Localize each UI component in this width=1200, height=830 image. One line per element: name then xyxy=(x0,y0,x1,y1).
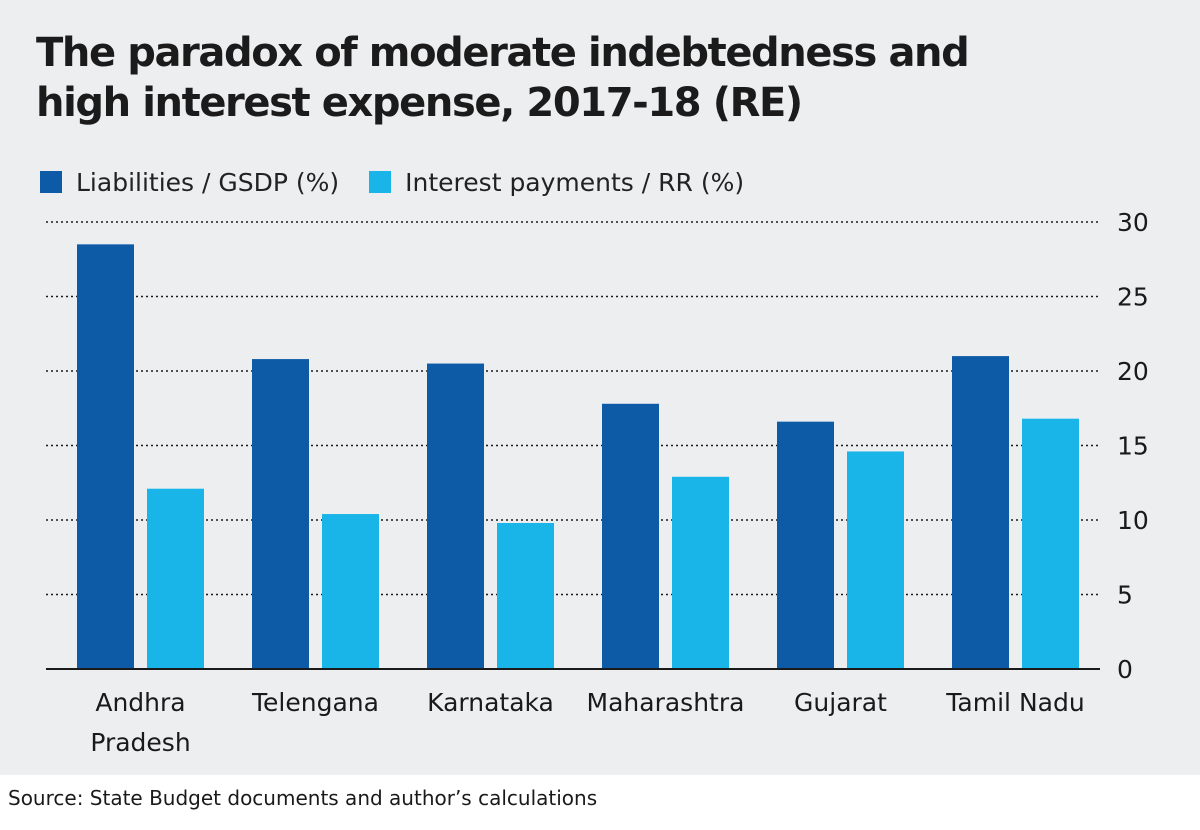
source-note: Source: State Budget documents and autho… xyxy=(8,786,598,810)
bar-interest xyxy=(672,476,729,669)
y-tick-label: 25 xyxy=(1117,283,1149,312)
legend-item-liabilities: Liabilities / GSDP (%) xyxy=(40,168,339,197)
legend-label-interest: Interest payments / RR (%) xyxy=(405,167,745,197)
y-tick-label: 30 xyxy=(1117,208,1149,237)
bar-interest xyxy=(847,451,904,669)
bar-interest xyxy=(147,488,204,669)
bar-liabilities xyxy=(602,403,659,669)
y-tick-label: 20 xyxy=(1117,357,1149,386)
legend: Liabilities / GSDP (%) Interest payments… xyxy=(40,164,774,200)
x-category-label: Gujarat xyxy=(794,688,887,717)
y-tick-label: 15 xyxy=(1117,432,1149,461)
legend-swatch-interest xyxy=(369,171,392,193)
legend-label-liabilities: Liabilities / GSDP (%) xyxy=(76,167,340,197)
title-line-2: high interest expense, 2017-18 (RE) xyxy=(36,80,803,126)
title-line-1: The paradox of moderate indebtedness and xyxy=(36,30,970,76)
legend-item-interest: Interest payments / RR (%) xyxy=(369,168,744,197)
bar-liabilities xyxy=(952,356,1009,669)
bar-interest xyxy=(322,514,379,669)
y-tick-label: 0 xyxy=(1117,655,1133,684)
bar-liabilities xyxy=(252,359,309,669)
bar-interest xyxy=(497,522,554,669)
y-tick-label: 10 xyxy=(1117,506,1149,535)
x-category-label: Karnataka xyxy=(427,688,554,717)
chart-title: The paradox of moderate indebtedness and… xyxy=(36,28,1156,128)
bar-interest xyxy=(1022,418,1079,669)
y-tick-label: 5 xyxy=(1117,581,1133,610)
x-category-label: Telengana xyxy=(251,688,379,717)
bar-chart: 0 5 10 15 20 25 30 Andhra Pradesh Telengana Karnat… xyxy=(46,208,1149,757)
x-category-label: Pradesh xyxy=(90,728,190,757)
x-category-label: Andhra xyxy=(95,688,185,717)
bar-liabilities xyxy=(77,244,134,669)
x-category-label: Maharashtra xyxy=(587,688,745,717)
bar-liabilities xyxy=(427,363,484,669)
bar-liabilities xyxy=(777,421,834,669)
x-category-label: Tamil Nadu xyxy=(945,688,1084,717)
legend-swatch-liabilities xyxy=(40,171,62,193)
